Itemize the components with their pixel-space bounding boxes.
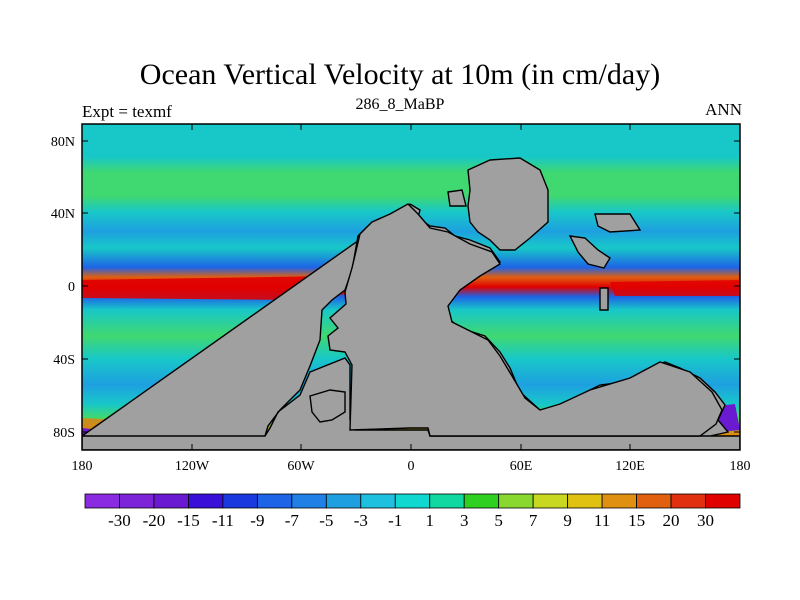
land-central-block: [327, 203, 723, 437]
colorbar-label: -7: [285, 511, 300, 530]
colorbar-label: -11: [212, 511, 234, 530]
colorbar-label: 30: [697, 511, 714, 530]
lat-axis: [82, 140, 740, 433]
colorbar-label: 20: [663, 511, 680, 530]
colorbar-label: 5: [494, 511, 503, 530]
land-east-island-b: [568, 235, 611, 269]
colorbar-label: -5: [319, 511, 333, 530]
lon-tick-label: 180: [72, 459, 93, 474]
lon-tick-label: 60E: [510, 459, 533, 474]
lon-tick-label: 180: [730, 459, 751, 474]
colorbar-swatch: [119, 493, 155, 509]
colorbar-swatch: [222, 493, 258, 509]
land: [82, 157, 740, 450]
lat-tick-label: 0: [68, 280, 75, 295]
equatorial-upwelling-east: [610, 280, 740, 296]
lon-tick-label: 120W: [175, 459, 210, 474]
experiment-label: Expt = texmf: [82, 102, 172, 121]
season-label: ANN: [705, 100, 742, 119]
colorbar-swatch: [498, 493, 534, 509]
lat-tick-label: 40N: [51, 207, 75, 222]
colorbar-label: 15: [628, 511, 645, 530]
colorbar-label: -1: [388, 511, 402, 530]
land-north-block: [467, 157, 549, 251]
colorbar-swatch: [705, 493, 741, 509]
colorbar-swatch: [291, 493, 327, 509]
colorbar-swatch: [532, 493, 569, 509]
colorbar-label: 11: [594, 511, 610, 530]
lat-tick-label: 40S: [53, 353, 75, 368]
colorbar-label: 9: [563, 511, 572, 530]
colorbar-label: 3: [460, 511, 469, 530]
lat-tick-label: 80N: [51, 135, 75, 150]
colorbar-swatch: [567, 493, 603, 509]
colorbar-swatch: [601, 493, 637, 509]
lon-tick-label: 0: [408, 459, 415, 474]
colorbar: -30 -20 -15 -11 -9 -7 -5 -3 -1 1 3 5 7 9 11 15 20 30: [84, 493, 741, 530]
land-south-patch: [309, 389, 346, 423]
colorbar-swatch: [256, 493, 293, 509]
colorbar-label: 1: [425, 511, 434, 530]
land-north-island: [447, 189, 467, 207]
page-title: Ocean Vertical Velocity at 10m (in cm/da…: [139, 58, 661, 91]
lon-axis: [81, 124, 741, 450]
south-east-downwelling: [718, 404, 740, 432]
colorbar-label: -3: [354, 511, 368, 530]
colorbar-label: -30: [108, 511, 131, 530]
land-east-island-a: [594, 213, 642, 233]
equatorial-upwelling: [82, 266, 350, 300]
colorbar-swatch: [670, 493, 706, 509]
lon-tick-label: 120E: [615, 459, 645, 474]
colorbar-label: -9: [250, 511, 264, 530]
time-label: 286_8_MaBP: [355, 96, 445, 113]
colorbar-label: -15: [177, 511, 200, 530]
colorbar-label: 7: [529, 511, 538, 530]
colorbar-swatch: [636, 493, 672, 509]
colorbar-swatch: [153, 493, 189, 509]
colorbar-label: -20: [143, 511, 166, 530]
lon-tick-label: 60W: [287, 459, 315, 474]
colorbar-swatch: [84, 493, 120, 509]
colorbar-swatch: [429, 493, 465, 509]
colorbar-swatch: [360, 493, 396, 509]
lat-tick-label: 80S: [53, 426, 75, 441]
colorbar-swatch: [463, 493, 500, 509]
colorbar-swatch: [325, 493, 362, 509]
colorbar-swatch: [188, 493, 224, 509]
land-east-island-c: [599, 287, 609, 311]
colorbar-swatch: [394, 493, 431, 509]
